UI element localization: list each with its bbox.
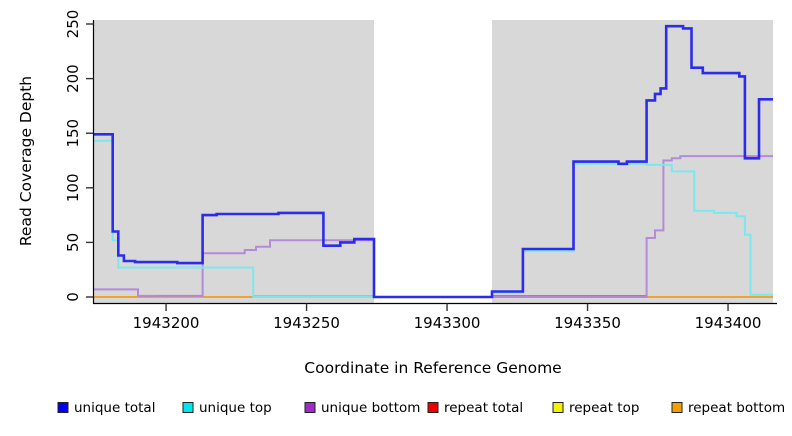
legend-item-repeat-total: repeat total — [427, 400, 523, 416]
plot-background-layer — [93, 20, 773, 303]
legend-swatch-unique-total — [57, 402, 69, 413]
legend-swatch-repeat-total — [427, 402, 439, 413]
legend-item-unique-top: unique top — [182, 400, 272, 416]
legend-item-repeat-bottom: repeat bottom — [671, 400, 785, 416]
y-tick-label: 50 — [64, 233, 82, 252]
legend-swatch-repeat-top — [552, 402, 564, 413]
highlight-band — [373, 20, 493, 303]
y-tick-label: 200 — [64, 64, 82, 93]
x-tick-label: 1943300 — [414, 314, 481, 332]
legend-item-repeat-top: repeat top — [552, 400, 639, 416]
y-tick-label: 150 — [64, 119, 82, 148]
y-axis-title: Read Coverage Depth — [17, 76, 35, 246]
legend: unique total unique top unique bottom repea… — [57, 400, 785, 416]
x-tick-label: 1943250 — [273, 314, 340, 332]
series-layer — [93, 24, 773, 299]
legend-label: repeat top — [569, 400, 639, 416]
legend-label: repeat bottom — [688, 400, 785, 416]
legend-swatch-repeat-bottom — [671, 402, 683, 413]
y-tick-label: 250 — [64, 10, 82, 39]
x-axis-title: Coordinate in Reference Genome — [304, 359, 561, 377]
legend-item-unique-bottom: unique bottom — [304, 400, 420, 416]
y-tick-label: 0 — [64, 292, 82, 302]
x-tick-label: 1943350 — [554, 314, 621, 332]
x-tick-label: 1943400 — [695, 314, 762, 332]
legend-label: unique total — [74, 400, 155, 416]
series-unique-total — [93, 24, 773, 299]
legend-label: repeat total — [444, 400, 523, 416]
x-tick-label: 1943200 — [133, 314, 200, 332]
series-unique-top — [93, 139, 773, 298]
legend-label: unique bottom — [321, 400, 420, 416]
axis-layer: 1943200 1943250 1943300 1943350 1943400 0 50 10… — [64, 10, 777, 332]
legend-label: unique top — [199, 400, 272, 416]
legend-item-unique-total: unique total — [57, 400, 155, 416]
legend-swatch-unique-top — [182, 402, 194, 413]
legend-swatch-unique-bottom — [304, 402, 316, 413]
y-tick-label: 100 — [64, 173, 82, 202]
